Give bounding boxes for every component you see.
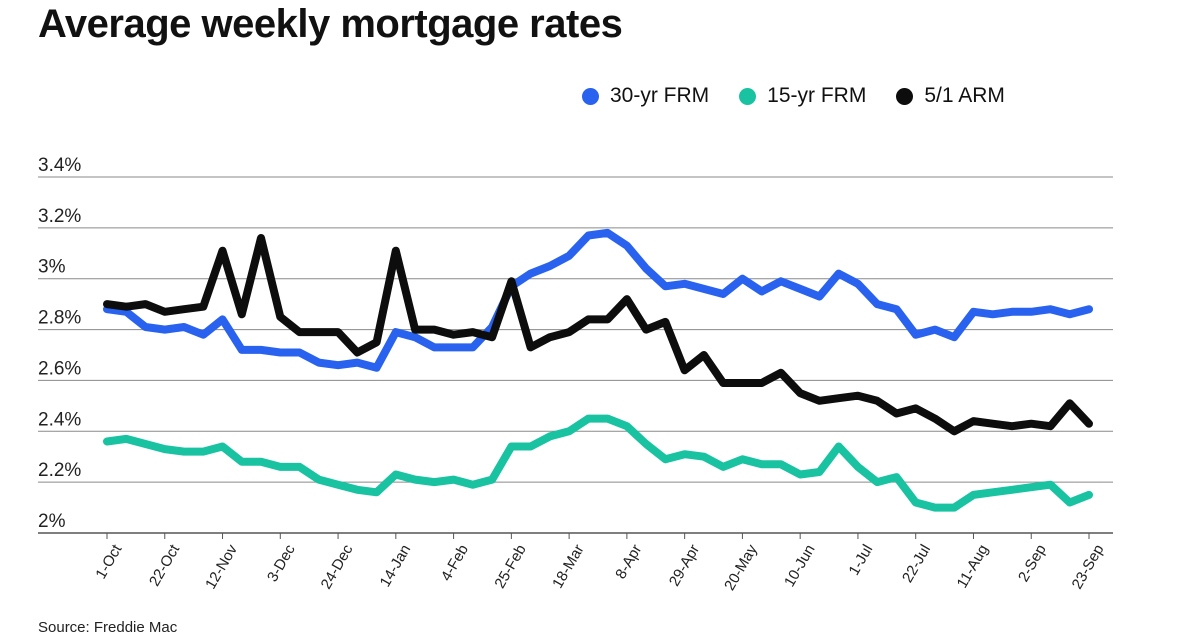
x-tick-label: 22-Oct <box>146 541 184 589</box>
x-tick-label: 23-Sep <box>1069 542 1108 592</box>
x-tick-label: 11-Aug <box>954 542 992 591</box>
x-tick-label: 3-Dec <box>264 541 299 585</box>
x-tick-label: 20-May <box>721 541 761 593</box>
x-tick-label: 25-Feb <box>491 542 529 592</box>
x-tick-label: 2-Sep <box>1015 542 1050 585</box>
x-tick-label: 8-Apr <box>612 542 645 582</box>
y-tick-label: 2.4% <box>38 409 81 430</box>
x-tick-label: 29-Apr <box>666 542 703 589</box>
y-axis-ticks: 2% 2.2% 2.4% 2.6% 2.8% 3% 3.2% 3.4% <box>38 155 81 532</box>
x-tick-label: 24-Dec <box>318 541 357 592</box>
x-tick-label: 10-Jun <box>781 542 819 590</box>
y-tick-label: 3.2% <box>38 206 81 227</box>
x-tick-label: 12-Nov <box>202 541 241 592</box>
x-tick-label: 1-Oct <box>92 541 125 582</box>
y-tick-label: 2.2% <box>38 460 81 481</box>
series-lines <box>107 233 1089 508</box>
x-axis-ticks: 1-Oct 22-Oct 12-Nov 3-Dec 24-Dec 14-Jan 4-Feb 2… <box>92 533 1107 594</box>
x-tick-label: 18-Mar <box>549 542 587 592</box>
gridlines <box>38 177 1113 533</box>
x-tick-label: 1-Jul <box>845 542 876 579</box>
series-15yr-frm <box>107 419 1089 508</box>
y-tick-label: 2.8% <box>38 308 81 329</box>
y-tick-label: 2% <box>38 511 66 532</box>
x-tick-label: 4-Feb <box>438 542 472 584</box>
x-tick-label: 14-Jan <box>377 542 415 590</box>
source-note: Source: Freddie Mac <box>38 619 177 636</box>
y-tick-label: 3.4% <box>38 155 81 176</box>
y-tick-label: 2.6% <box>38 358 81 379</box>
y-tick-label: 3% <box>38 257 66 278</box>
x-tick-label: 22-Jul <box>899 542 934 586</box>
